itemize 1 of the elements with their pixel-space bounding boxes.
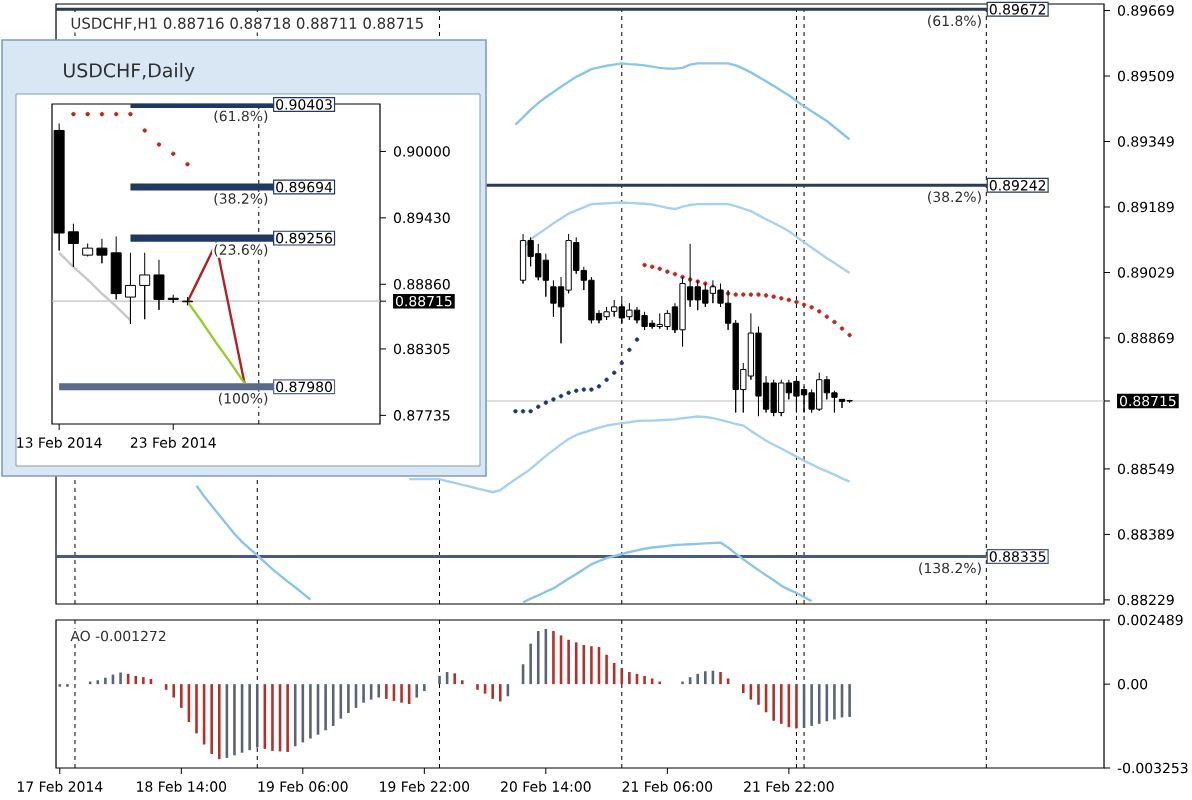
chart-title: USDCHF,Daily	[64, 62, 195, 82]
